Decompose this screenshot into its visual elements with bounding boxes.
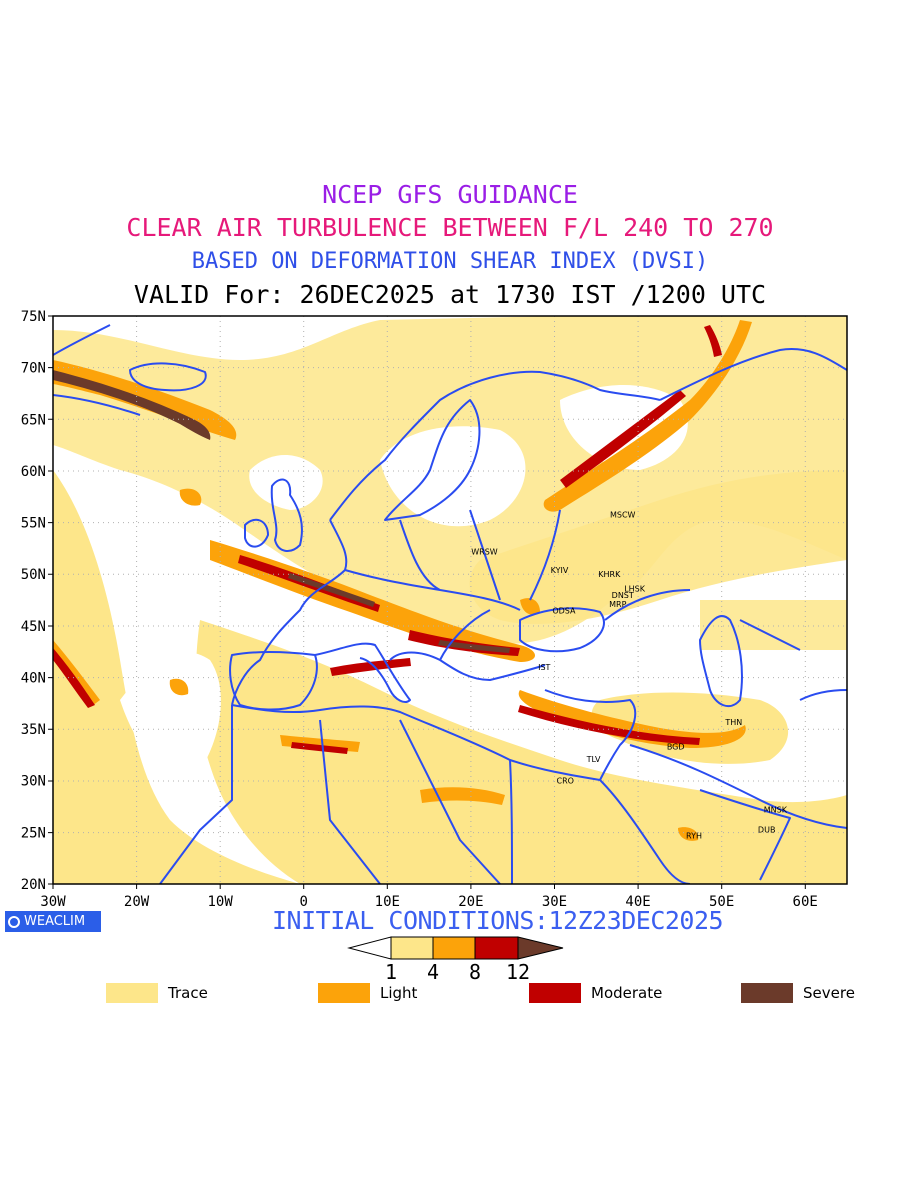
trace-areas: [53, 316, 847, 884]
city-label: KHRK: [598, 570, 621, 579]
legend-label: Light: [380, 984, 418, 1002]
legend-swatch: [106, 983, 158, 1003]
colorbar-light: [432, 936, 476, 960]
severe-areas: [53, 370, 510, 653]
colorbar-tick: 4: [427, 960, 439, 984]
longitude-tick-label: 0: [300, 894, 308, 910]
city-label: ODSA: [552, 606, 576, 615]
legend-swatch: [318, 983, 370, 1003]
tick-marks: [48, 315, 806, 889]
latitude-tick-label: 40N: [21, 670, 46, 686]
longitude-tick-label: 20E: [458, 894, 483, 910]
weaclim-logo: WEACLIM: [5, 911, 101, 932]
legend-label: Moderate: [591, 984, 663, 1002]
colorbar-tick: 12: [506, 960, 530, 984]
chart-title-line1: NCEP GFS GUIDANCE: [322, 180, 578, 209]
colorbar-tick: 1: [385, 960, 397, 984]
city-label: DNST: [612, 591, 634, 600]
legend-swatch: [741, 983, 793, 1003]
colorbar-moderate: [474, 936, 519, 960]
city-label: TLV: [586, 755, 601, 764]
latitude-tick-label: 65N: [21, 412, 46, 428]
valid-time: VALID For: 26DEC2025 at 1730 IST /1200 U…: [133, 280, 767, 309]
city-label: RYH: [686, 831, 702, 840]
chart-title-line2: CLEAR AIR TURBULENCE BETWEEN F/L 240 TO …: [126, 213, 774, 242]
longitude-tick-label: 30E: [542, 894, 567, 910]
city-label: MSCW: [610, 510, 636, 519]
longitude-tick-label: 40E: [625, 894, 650, 910]
legend-severe: Severe: [741, 983, 855, 1003]
coastlines: [53, 324, 847, 884]
latitude-tick-label: 75N: [21, 309, 46, 325]
legend-swatch: [529, 983, 581, 1003]
latitude-tick-label: 35N: [21, 722, 46, 738]
legend-label: Severe: [803, 984, 855, 1002]
latitude-tick-label: 50N: [21, 567, 46, 583]
longitude-tick-label: 10W: [208, 894, 234, 910]
colorbar-trace: [390, 936, 434, 960]
longitude-tick-label: 20W: [124, 894, 150, 910]
chart-title-line3: BASED ON DEFORMATION SHEAR INDEX (DVSI): [191, 249, 709, 274]
latitude-tick-label: 55N: [21, 516, 46, 532]
city-label: BGD: [667, 743, 685, 752]
colorbar-ticks: 1 4 8 12: [385, 960, 530, 984]
colorbar-low-arrow: [347, 936, 392, 960]
city-label: THN: [724, 718, 742, 727]
longitude-tick-label: 50E: [709, 894, 734, 910]
longitude-tick-label: 30W: [40, 894, 66, 910]
latitude-tick-label: 20N: [21, 877, 46, 893]
legend-label: Trace: [168, 984, 208, 1002]
latitude-labels: 75N 70N 65N 60N 55N 50N 45N 40N 35N 30N 25N 20N: [21, 309, 46, 893]
latitude-tick-label: 30N: [21, 774, 46, 790]
map-frame: [52, 315, 848, 885]
city-label: WRSW: [471, 547, 498, 556]
city-label: MRP: [609, 600, 626, 609]
initial-conditions: INITIAL CONDITIONS:12Z23DEC2025: [272, 906, 724, 935]
colorbar-tick: 8: [469, 960, 481, 984]
city-label: DUB: [758, 825, 776, 834]
colorbar-severe-arrow: [517, 936, 564, 960]
legend-light: Light: [318, 983, 417, 1003]
city-label: IST: [538, 663, 550, 672]
legend-trace: Trace: [106, 983, 208, 1003]
latitude-tick-label: 70N: [21, 361, 46, 377]
legend-moderate: Moderate: [529, 983, 662, 1003]
logo-text: WEACLIM: [24, 914, 86, 929]
latitude-tick-label: 60N: [21, 464, 46, 480]
city-label: KYIV: [551, 566, 569, 575]
longitude-tick-label: 10E: [375, 894, 400, 910]
longitude-tick-label: 60E: [793, 894, 818, 910]
latitude-tick-label: 25N: [21, 825, 46, 841]
longitude-labels: 30W 20W 10W 0 10E 20E 30E 40E 50E 60E: [40, 894, 818, 910]
turbulence-fields: [53, 316, 847, 884]
city-label: LHSK: [624, 585, 646, 594]
city-label: MNSK: [764, 806, 788, 815]
colorbar: [347, 936, 564, 960]
logo-ring-icon: [8, 915, 20, 928]
city-label: CRO: [557, 777, 574, 786]
latitude-tick-label: 45N: [21, 619, 46, 635]
